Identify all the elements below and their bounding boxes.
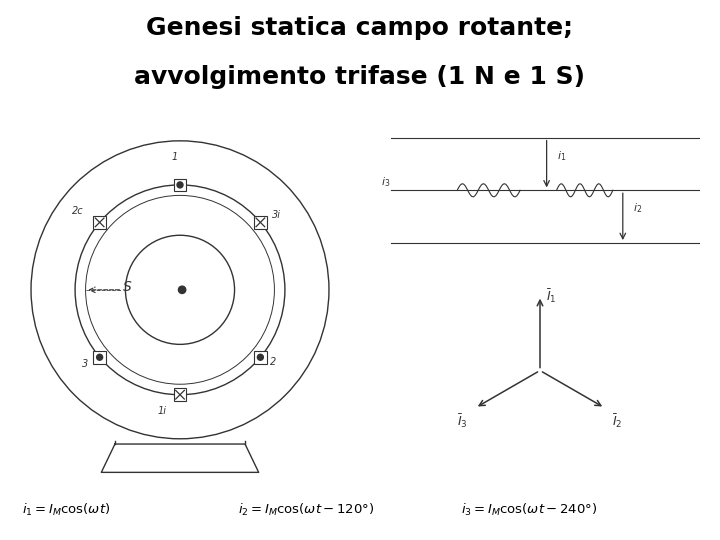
Text: 1i: 1i bbox=[157, 406, 166, 416]
Text: $i_2$: $i_2$ bbox=[633, 201, 642, 215]
Circle shape bbox=[257, 354, 264, 360]
FancyBboxPatch shape bbox=[94, 351, 106, 363]
Text: $\bar{I}_3$: $\bar{I}_3$ bbox=[457, 413, 468, 430]
Circle shape bbox=[96, 354, 103, 360]
Text: 2: 2 bbox=[269, 357, 276, 367]
FancyBboxPatch shape bbox=[94, 216, 106, 228]
Text: 3: 3 bbox=[82, 359, 88, 369]
Text: $\bar{I}_2$: $\bar{I}_2$ bbox=[612, 413, 623, 430]
Text: $i_3$: $i_3$ bbox=[381, 176, 390, 189]
Text: $\bar{I}_1$: $\bar{I}_1$ bbox=[546, 287, 557, 305]
Text: $i_2 = I_M \cos(\omega t - 120°)$: $i_2 = I_M \cos(\omega t - 120°)$ bbox=[238, 502, 374, 518]
Text: Genesi statica campo rotante;: Genesi statica campo rotante; bbox=[146, 16, 574, 40]
FancyBboxPatch shape bbox=[174, 179, 186, 191]
Text: S: S bbox=[123, 280, 132, 294]
Circle shape bbox=[179, 286, 186, 293]
Text: 2c: 2c bbox=[72, 206, 84, 216]
FancyBboxPatch shape bbox=[254, 351, 266, 363]
FancyBboxPatch shape bbox=[174, 388, 186, 401]
Text: avvolgimento trifase (1 N e 1 S): avvolgimento trifase (1 N e 1 S) bbox=[135, 65, 585, 89]
Text: $i_3 = I_M \cos(\omega t - 240°)$: $i_3 = I_M \cos(\omega t - 240°)$ bbox=[461, 502, 597, 518]
Text: 1: 1 bbox=[171, 152, 178, 162]
Text: 3i: 3i bbox=[272, 211, 281, 220]
Polygon shape bbox=[102, 444, 258, 472]
Text: $i_1$: $i_1$ bbox=[557, 149, 566, 163]
FancyBboxPatch shape bbox=[254, 216, 266, 228]
Text: $i_1 = I_M \cos(\omega t)$: $i_1 = I_M \cos(\omega t)$ bbox=[22, 502, 110, 518]
Circle shape bbox=[177, 182, 183, 188]
